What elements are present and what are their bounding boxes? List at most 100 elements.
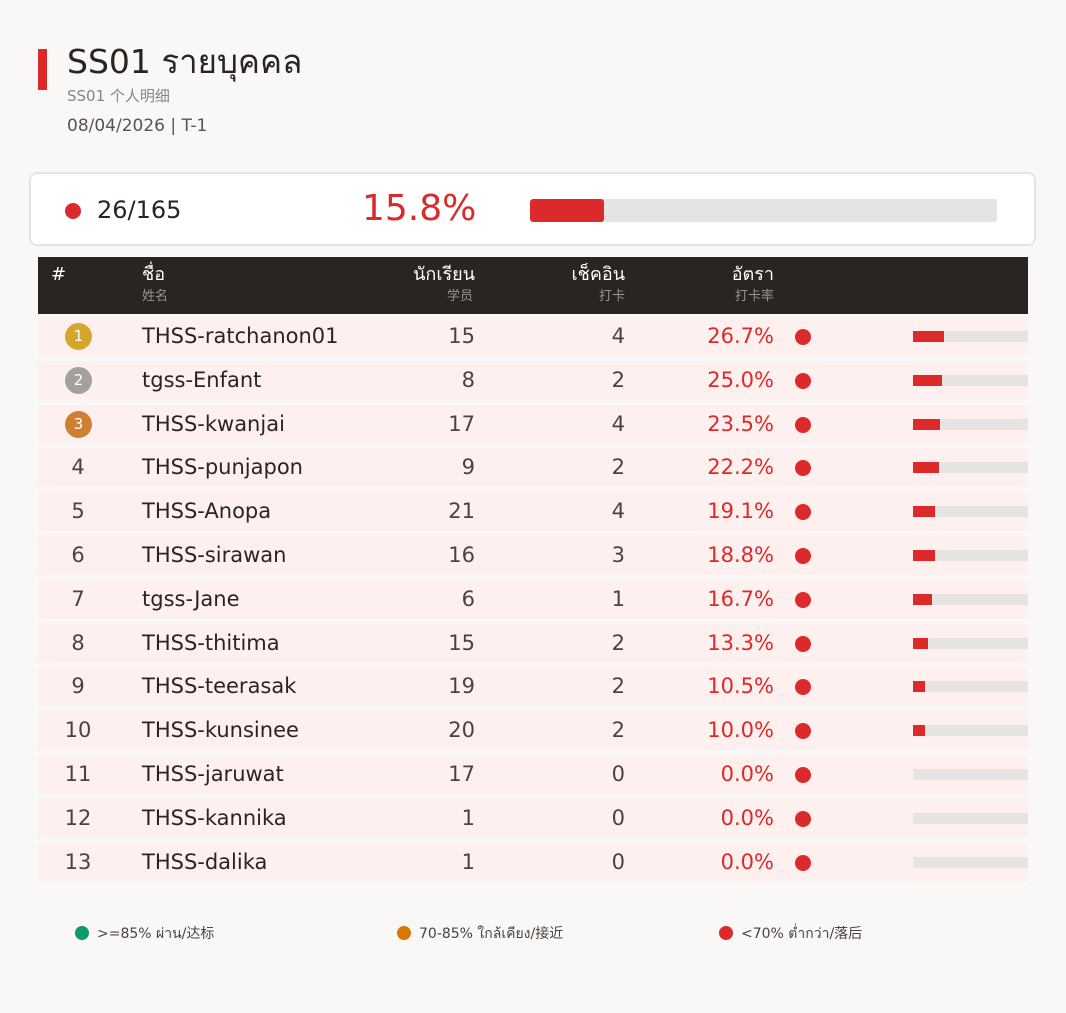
rank-cell: 6 [71,543,85,567]
table-row: 3 THSS-kwanjai 17 4 23.5% [38,405,1028,444]
checkins-count: 1 [611,587,625,611]
rank-cell: 4 [71,455,85,479]
students-count: 6 [461,587,475,611]
table-row: 6 THSS-sirawan 16 3 18.8% [38,536,1028,575]
legend-dot-icon [75,926,89,940]
checkin-rate: 0.0% [720,762,774,786]
checkins-count: 2 [611,631,625,655]
column-header-checkins: เช็คอิน [571,264,625,285]
checkins-count: 4 [611,412,625,436]
students-count: 15 [448,631,475,655]
rank-cell: 11 [64,762,92,786]
status-dot-icon [795,855,811,871]
checkins-count: 0 [611,762,625,786]
table-row: 2 tgss-Enfant 8 2 25.0% [38,361,1028,400]
checkins-count: 0 [611,806,625,830]
status-dot-icon [795,548,811,564]
table-row: 4 THSS-punjapon 9 2 22.2% [38,448,1028,487]
summary-progress-fill [530,199,604,222]
status-dot-icon [795,636,811,652]
table-row: 1 THSS-ratchanon01 15 4 26.7% [38,317,1028,356]
column-header-rank: # [51,264,67,285]
rank-cell: 8 [71,631,85,655]
table-row: 8 THSS-thitima 15 2 13.3% [38,624,1028,663]
column-subheader-name: 姓名 [142,289,169,304]
page-subtitle: SS01 个人明细 [67,87,170,105]
summary-card: 26/165 15.8% [29,172,1036,246]
table-header: # ชื่อ 姓名 นักเรียน 学员 เช็คอิน 打卡 อัตรา 打… [38,257,1028,314]
rate-progress-fill [913,638,929,649]
students-count: 16 [448,543,475,567]
rate-progress-bar [913,813,1028,824]
rate-progress-fill [913,331,944,342]
status-dot-icon [795,767,811,783]
user-name: THSS-kunsinee [142,718,299,742]
user-name: THSS-kwanjai [142,412,285,436]
checkin-rate: 10.0% [707,718,774,742]
table-row: 7 tgss-Jane 6 1 16.7% [38,580,1028,619]
table-row: 12 THSS-kannika 1 0 0.0% [38,799,1028,838]
status-dot-icon [795,460,811,476]
rank-cell: 3 [38,405,118,444]
checkins-count: 2 [611,455,625,479]
checkin-rate: 0.0% [720,806,774,830]
checkin-rate: 16.7% [707,587,774,611]
rank-cell: 2 [38,361,118,400]
checkin-rate: 18.8% [707,543,774,567]
rate-progress-bar [913,857,1028,868]
students-count: 19 [448,674,475,698]
rate-progress-bar [913,594,1028,605]
students-count: 17 [448,412,475,436]
rate-progress-fill [913,594,933,605]
legend-label: >=85% ผ่าน/达标 [97,926,215,942]
table-row: 9 THSS-teerasak 19 2 10.5% [38,667,1028,706]
legend-item: <70% ต่ำกว่า/落后 [719,925,862,943]
checkins-count: 2 [611,674,625,698]
column-header-name: ชื่อ [142,264,166,285]
status-dot-icon [795,811,811,827]
date-line: 08/04/2026 | T-1 [67,116,208,136]
legend-item: 70-85% ใกล้เคียง/接近 [397,925,563,943]
column-subheader-checkins: 打卡 [598,289,625,304]
user-name: tgss-Jane [142,587,240,611]
status-dot-icon [65,203,81,219]
checkins-count: 2 [611,718,625,742]
rank-cell: 5 [71,499,85,523]
rate-progress-fill [913,725,925,736]
rate-progress-fill [913,419,941,430]
rank-cell: 13 [64,850,92,874]
user-name: tgss-Enfant [142,368,262,392]
rate-progress-bar [913,769,1028,780]
rate-progress-fill [913,506,935,517]
checkin-rate: 26.7% [707,324,774,348]
summary-count: 26/165 [97,196,182,224]
user-name: THSS-ratchanon01 [142,324,339,348]
table-row: 5 THSS-Anopa 21 4 19.1% [38,492,1028,531]
user-name: THSS-thitima [142,631,280,655]
gold-medal-icon: 1 [65,323,92,350]
checkins-count: 2 [611,368,625,392]
user-name: THSS-teerasak [142,674,297,698]
rate-progress-bar [913,638,1028,649]
bronze-medal-icon: 3 [65,411,92,438]
rate-progress-fill [913,462,939,473]
checkins-count: 3 [611,543,625,567]
rank-cell: 7 [71,587,85,611]
checkins-count: 4 [611,499,625,523]
table-row: 11 THSS-jaruwat 17 0 0.0% [38,755,1028,794]
user-name: THSS-dalika [142,850,268,874]
rate-progress-bar [913,681,1028,692]
checkin-rate: 23.5% [707,412,774,436]
column-header-rate: อัตรา [731,264,774,285]
rate-progress-bar [913,419,1028,430]
rate-progress-fill [913,550,935,561]
column-subheader-students: 学员 [446,289,473,304]
checkins-count: 4 [611,324,625,348]
status-dot-icon [795,679,811,695]
rank-cell: 12 [64,806,92,830]
rate-progress-bar [913,550,1028,561]
rate-progress-bar [913,375,1028,386]
user-name: THSS-punjapon [142,455,303,479]
checkin-rate: 10.5% [707,674,774,698]
checkin-rate: 19.1% [707,499,774,523]
